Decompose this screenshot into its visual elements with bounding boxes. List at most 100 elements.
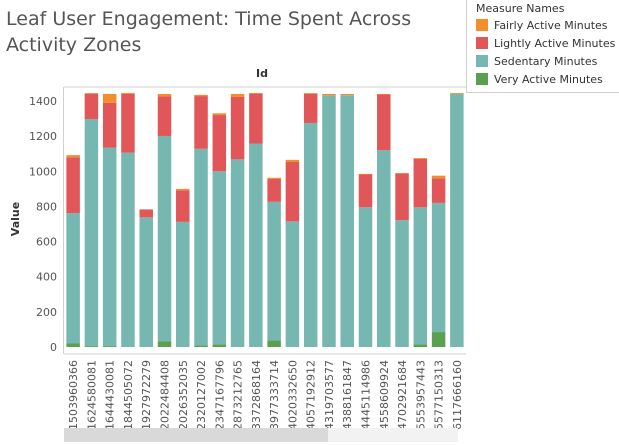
bar-segment[interactable] [285,221,300,347]
bar-segment[interactable] [139,217,153,347]
bar-segment[interactable] [358,173,373,175]
bar-segment[interactable] [413,207,428,345]
legend-label: Fairly Active Minutes [494,19,608,32]
bar-segment[interactable] [212,113,227,116]
bar-segment[interactable] [358,174,373,208]
bar-segment[interactable] [157,341,172,347]
bar-segment[interactable] [413,344,428,347]
bars[interactable] [66,92,464,348]
bar-segment[interactable] [121,93,135,153]
bar-segment[interactable] [212,171,227,345]
bar-segment[interactable] [249,143,263,347]
bar-segment[interactable] [413,158,428,159]
scrollbar-thumb[interactable] [64,428,328,442]
bar-segment[interactable] [102,346,117,347]
bar-segment[interactable] [176,221,190,347]
bar-segment[interactable] [194,96,208,149]
x-tick-label: 2873212765 [232,360,245,430]
bar-segment[interactable] [102,147,117,347]
bar-segment[interactable] [395,220,409,347]
bar-segment[interactable] [66,155,80,158]
legend-swatch [476,19,488,31]
bar-segment[interactable] [377,94,391,151]
bar-segment[interactable] [358,207,373,347]
bar-segment[interactable] [194,94,208,97]
bar-segment[interactable] [431,178,446,203]
x-tick-label: 2022484408 [159,360,172,430]
bar-segment[interactable] [431,332,446,347]
x-tick-label: 3977333714 [268,360,281,430]
y-tick-label: 600 [36,236,57,249]
bar-segment[interactable] [66,157,80,214]
bar-segment[interactable] [285,161,300,222]
bar-segment[interactable] [303,93,318,94]
bar-segment[interactable] [66,213,80,344]
bar-segment[interactable] [377,150,391,347]
bar-segment[interactable] [322,95,336,348]
bar-segment[interactable] [212,344,227,347]
bar-segment[interactable] [267,201,281,341]
x-tick-label: 2026352035 [177,360,190,430]
bar-segment[interactable] [121,92,135,94]
x-tick-label: 4020332650 [286,360,299,430]
bar-segment[interactable] [157,135,172,342]
bar-segment[interactable] [285,159,300,162]
x-tick-label: 5577150313 [433,360,446,430]
legend-item-very-active[interactable]: Very Active Minutes [476,73,603,88]
bar-segment[interactable] [267,179,281,202]
bar-segment[interactable] [267,177,281,180]
bar-segment[interactable] [267,340,281,347]
bar-segment[interactable] [249,93,263,144]
bar-segment[interactable] [450,93,464,94]
bar-segment[interactable] [230,93,245,97]
bar-segment[interactable] [157,96,172,136]
bar-segment[interactable] [84,119,99,347]
bar-segment[interactable] [340,93,354,96]
bar-segment[interactable] [450,93,464,347]
bar-segment[interactable] [212,115,227,172]
bar-segment[interactable] [230,96,245,160]
legend-item-fairly-active[interactable]: Fairly Active Minutes [476,19,608,34]
x-tick-label: 1624580081 [85,360,98,430]
bar-segment[interactable] [102,93,117,103]
bar-segment[interactable] [303,93,318,123]
bar-segment[interactable] [413,158,428,208]
bar-segment[interactable] [102,102,117,148]
bar-segment[interactable] [84,346,99,347]
bar-segment[interactable] [139,209,153,218]
x-tick-label: 4558609924 [378,360,391,430]
bar-segment[interactable] [84,93,99,94]
bar-segment[interactable] [249,93,263,94]
bar-segment[interactable] [194,148,208,346]
y-tick-label: 800 [36,200,57,213]
legend-item-sedentary[interactable]: Sedentary Minutes [476,55,597,70]
bar-segment[interactable] [431,202,446,333]
bar-segment[interactable] [322,93,336,96]
bar-segment[interactable] [121,152,135,347]
bar-segment[interactable] [377,93,391,95]
bar-segment[interactable] [66,343,80,347]
x-tick-label: 4445114986 [360,360,373,430]
legend-item-lightly-active[interactable]: Lightly Active Minutes [476,37,615,52]
bar-segment[interactable] [340,95,354,347]
bar-segment[interactable] [194,345,208,347]
bar-segment[interactable] [157,93,172,97]
bar-segment[interactable] [230,159,245,347]
bar-segment[interactable] [303,122,318,347]
horizontal-scrollbar[interactable] [64,428,458,442]
bar-segment[interactable] [176,190,190,222]
legend-swatch [476,55,488,67]
bar-segment[interactable] [431,175,446,179]
bar-segment[interactable] [395,173,409,221]
bar-segment[interactable] [84,93,99,120]
legend-swatch [476,37,488,49]
x-tick-label: 1644430081 [104,360,117,430]
y-axis-label: Value [9,202,22,236]
x-tick-label: 6117666160 [451,360,464,430]
x-tick-label: 4057192912 [305,360,318,430]
y-tick-label: 400 [36,271,57,284]
bar-segment[interactable] [176,188,190,191]
bar-segment[interactable] [395,173,409,174]
x-ticks: 1503960366 1624580081 1644430081 1844505072… [67,360,464,430]
